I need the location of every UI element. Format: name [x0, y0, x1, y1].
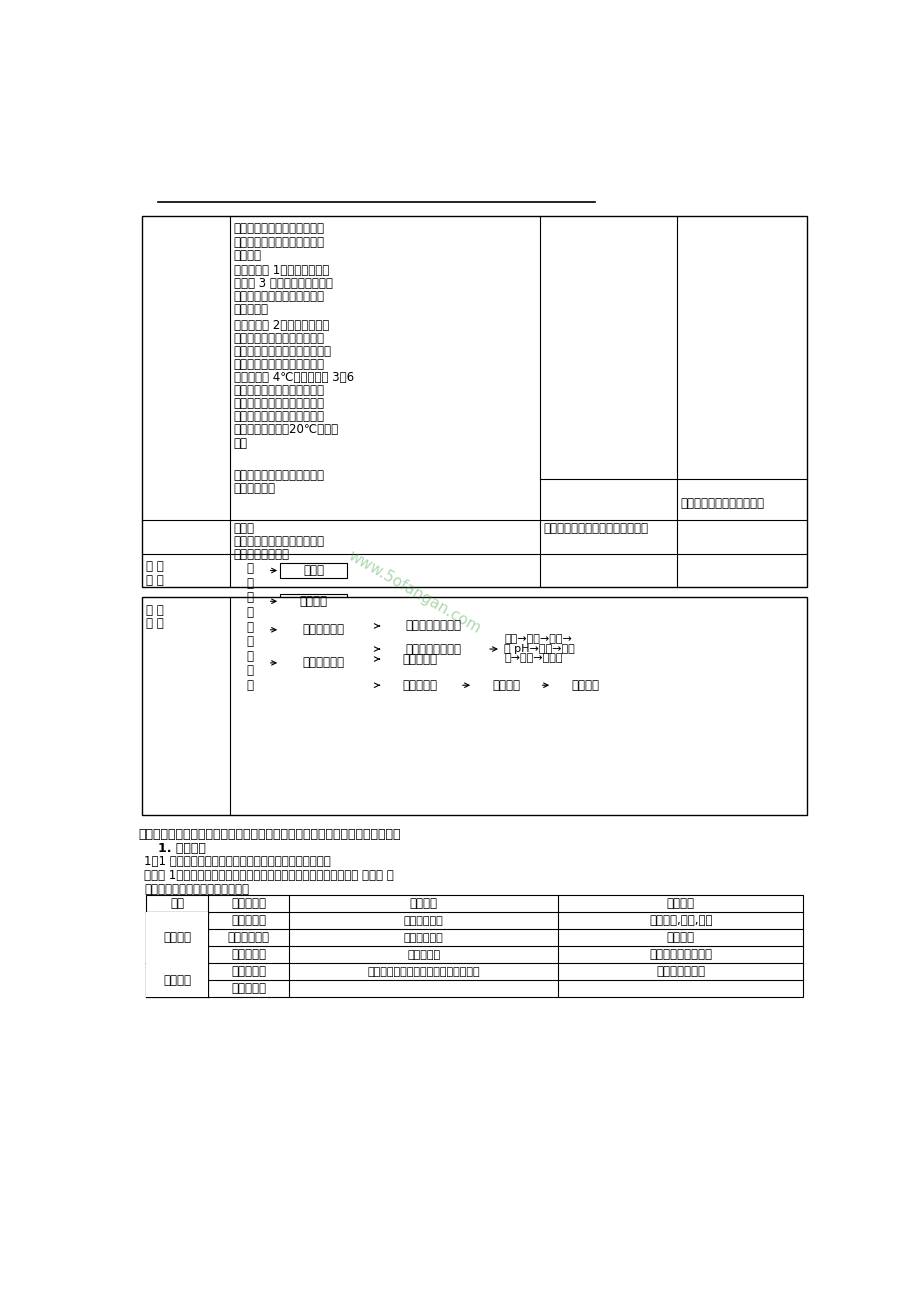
- Text: 养: 养: [246, 680, 254, 693]
- Text: 培养基类型: 培养基类型: [231, 897, 266, 910]
- Text: 实: 实: [246, 621, 254, 634]
- Text: 不加入琅脂: 不加入琅脂: [407, 949, 440, 960]
- Text: 出现了 3 种特征不同的菌落，: 出现了 3 种特征不同的菌落，: [233, 277, 332, 290]
- Text: 无菌技术: 无菌技术: [300, 595, 327, 608]
- Bar: [501, 631, 676, 664]
- Text: 中。: 中。: [233, 436, 247, 449]
- Text: 合成培养基: 合成培养基: [231, 965, 266, 978]
- Text: 加入琅脂较少: 加入琅脂较少: [403, 932, 443, 943]
- Text: 的: 的: [246, 605, 254, 618]
- Text: 中细菌繁殖越多，菌落体积越: 中细菌繁殖越多，菌落体积越: [233, 223, 324, 236]
- Text: 数增多。: 数增多。: [233, 249, 261, 262]
- Text: 板 书: 板 书: [146, 560, 164, 573]
- Text: 布置课外作业及下一节预习提: 布置课外作业及下一节预习提: [233, 535, 324, 548]
- Text: 完成课堂检测。（见学案）: 完成课堂检测。（见学案）: [680, 497, 764, 510]
- Text: 半固体培养基: 半固体培养基: [227, 931, 269, 944]
- Text: 【思考 1】在某培养基上: 【思考 1】在某培养基上: [233, 264, 328, 277]
- Bar: [279, 594, 347, 609]
- Text: 课后：: 课后：: [233, 522, 255, 535]
- Text: 物: 物: [246, 591, 254, 604]
- Text: 平板划线法: 平板划线法: [402, 652, 437, 665]
- Text: 计算→称量→溶化→: 计算→称量→溶化→: [504, 634, 572, 644]
- Text: 三、其他补充教学资料（各位教师根据各班教学特点选择补充资料，可另附纸）: 三、其他补充教学资料（各位教师根据各班教学特点选择补充资料，可另附纸）: [138, 828, 401, 841]
- Text: 1. 基础知识: 1. 基础知识: [157, 841, 205, 854]
- Text: 菌种保存: 菌种保存: [666, 931, 694, 944]
- Bar: [146, 896, 802, 997]
- Text: 1．1 培养基的种类包括固体＿培养基和液体＿培养基等。: 1．1 培养基的种类包括固体＿培养基和液体＿培养基等。: [144, 855, 331, 868]
- Text: 菌种分类、鉴定: 菌种分类、鉴定: [655, 965, 705, 978]
- Text: 原因有培养基灭菌不彻底或杂: 原因有培养基灭菌不彻底或杂: [233, 290, 324, 303]
- Text: 札 记: 札 记: [146, 617, 164, 630]
- Text: 培养基: 培养基: [303, 564, 323, 577]
- Text: 微: 微: [246, 562, 254, 575]
- Bar: [380, 642, 486, 656]
- Text: 物理性质: 物理性质: [163, 931, 191, 944]
- Text: 培养基的配制: 培养基的配制: [302, 624, 344, 637]
- Text: 配制培养基的方法: 配制培养基的方法: [405, 643, 461, 655]
- Bar: [380, 618, 486, 634]
- Text: 室: 室: [246, 650, 254, 663]
- Text: 标准: 标准: [170, 897, 184, 910]
- Text: 加入琅脂较多: 加入琅脂较多: [403, 915, 443, 926]
- Text: 教 学: 教 学: [146, 604, 164, 617]
- Text: 大；菌落的位置不动，但菌落: 大；菌落的位置不动，但菌落: [233, 236, 324, 249]
- Text: 主要应用: 主要应用: [666, 897, 694, 910]
- Text: 安排学生进行课堂检测并进行: 安排学生进行课堂检测并进行: [233, 469, 324, 482]
- Bar: [146, 913, 208, 963]
- Text: 设 计: 设 计: [146, 574, 164, 587]
- Bar: [380, 677, 460, 693]
- Text: 固体培养基: 固体培养基: [231, 914, 266, 927]
- Bar: [146, 963, 208, 997]
- Text: 量混合后保存在－20℃冷冻筱: 量混合后保存在－20℃冷冻筱: [233, 423, 338, 436]
- Text: 配制特点: 配制特点: [409, 897, 437, 910]
- Text: 调 pH→分装→加棉: 调 pH→分装→加棉: [504, 644, 574, 654]
- Text: 时间较短，容易发生污染和变: 时间较短，容易发生污染和变: [233, 397, 324, 410]
- Text: 工业生产，连续培养: 工业生产，连续培养: [649, 948, 711, 961]
- Text: 塞→灭菌→倒平板: 塞→灭菌→倒平板: [504, 654, 562, 663]
- Text: 纲。（见导学案）: 纲。（见导学案）: [233, 548, 289, 561]
- Text: 种利用临时保藏法保存，长期: 种利用临时保藏法保存，长期: [233, 332, 324, 345]
- Text: 天然培养基: 天然培养基: [231, 982, 266, 995]
- Text: 【补充】培养基的类型及其应用：: 【补充】培养基的类型及其应用：: [144, 883, 249, 896]
- Text: 异；后者将菌种与无菌体积等: 异；后者将菌种与无菌体积等: [233, 410, 324, 423]
- Text: 配制培养基的原则: 配制培养基的原则: [405, 620, 461, 633]
- Text: 前者利用固体斜面培养基培养: 前者利用固体斜面培养基培养: [233, 358, 324, 371]
- Text: 后，保存在 4℃冰筱中，每 3～6: 后，保存在 4℃冰筱中，每 3～6: [233, 371, 353, 384]
- Text: 液体培养基: 液体培养基: [231, 948, 266, 961]
- Bar: [380, 651, 460, 667]
- Text: 菌感染等。: 菌感染等。: [233, 303, 268, 316]
- Bar: [472, 677, 539, 693]
- Text: 培: 培: [246, 664, 254, 677]
- Text: 纯化大肠杆菌: 纯化大肠杆菌: [302, 656, 344, 669]
- Bar: [279, 655, 367, 671]
- Text: 保存菌种的方法是甘油管藏法。: 保存菌种的方法是甘油管藏法。: [233, 345, 331, 358]
- Bar: [279, 562, 347, 578]
- Text: www.5ofangan.com: www.5ofangan.com: [345, 548, 483, 637]
- Text: 生: 生: [246, 577, 254, 590]
- Text: 讲评和总结。: 讲评和总结。: [233, 482, 276, 495]
- Text: 学生完成课外作业及下一节预习。: 学生完成课外作业及下一节预习。: [543, 522, 648, 535]
- Text: 个月转种培养一次缺点是保存: 个月转种培养一次缺点是保存: [233, 384, 324, 397]
- Text: 平板涂布: 平板涂布: [571, 678, 599, 691]
- Bar: [142, 216, 806, 587]
- Bar: [279, 622, 367, 638]
- Text: 【思考 1】琅脂是从红藻中提取的＿多糖＿，在配制培养基中用作为 凝固剂 。: 【思考 1】琅脂是从红藻中提取的＿多糖＿，在配制培养基中用作为 凝固剂 。: [144, 870, 393, 883]
- Text: 由已知成分配制而成，培养基成分明确: 由已知成分配制而成，培养基成分明确: [367, 966, 480, 976]
- Text: 【思考 2】频繁使用的菌: 【思考 2】频繁使用的菌: [233, 319, 328, 332]
- Text: 稀释涂布法: 稀释涂布法: [402, 678, 437, 691]
- Text: 验: 验: [246, 635, 254, 648]
- Text: 化学组成: 化学组成: [163, 974, 191, 987]
- Bar: [551, 677, 618, 693]
- Text: 系列稀释: 系列稀释: [492, 678, 520, 691]
- Bar: [142, 598, 806, 815]
- Text: 菌种分离,鉴定,计数: 菌种分离,鉴定,计数: [648, 914, 711, 927]
